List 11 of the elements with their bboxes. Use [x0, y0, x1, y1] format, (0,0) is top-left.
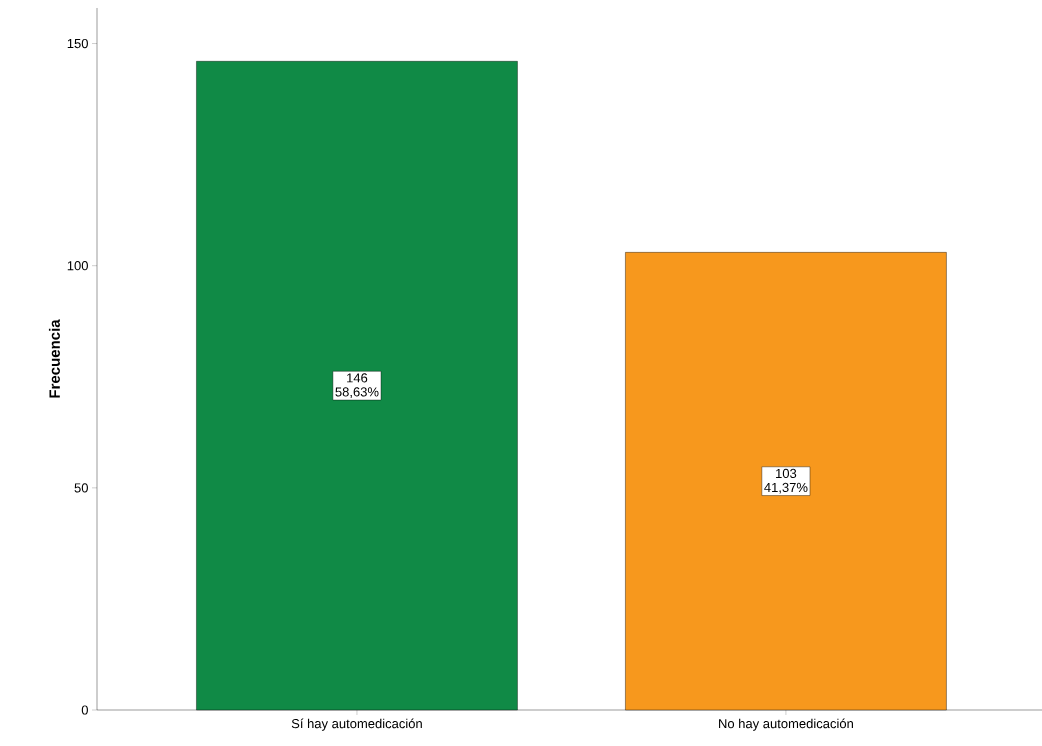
x-tick-label: No hay automedicación: [719, 718, 853, 731]
x-tick-label: Sí hay automedicación: [291, 718, 422, 731]
y-tick-label: 50: [74, 483, 88, 493]
y-axis-title: Frecuencia: [48, 319, 60, 398]
data-label: 146: [347, 373, 368, 383]
y-tick-label: 150: [67, 38, 88, 49]
data-label: 103: [776, 468, 797, 479]
annotation: 58,63%: [335, 387, 379, 399]
annotation: 41,37%: [764, 482, 808, 494]
y-tick-label: 100: [67, 261, 88, 271]
y-tick-label: 0: [81, 705, 88, 715]
